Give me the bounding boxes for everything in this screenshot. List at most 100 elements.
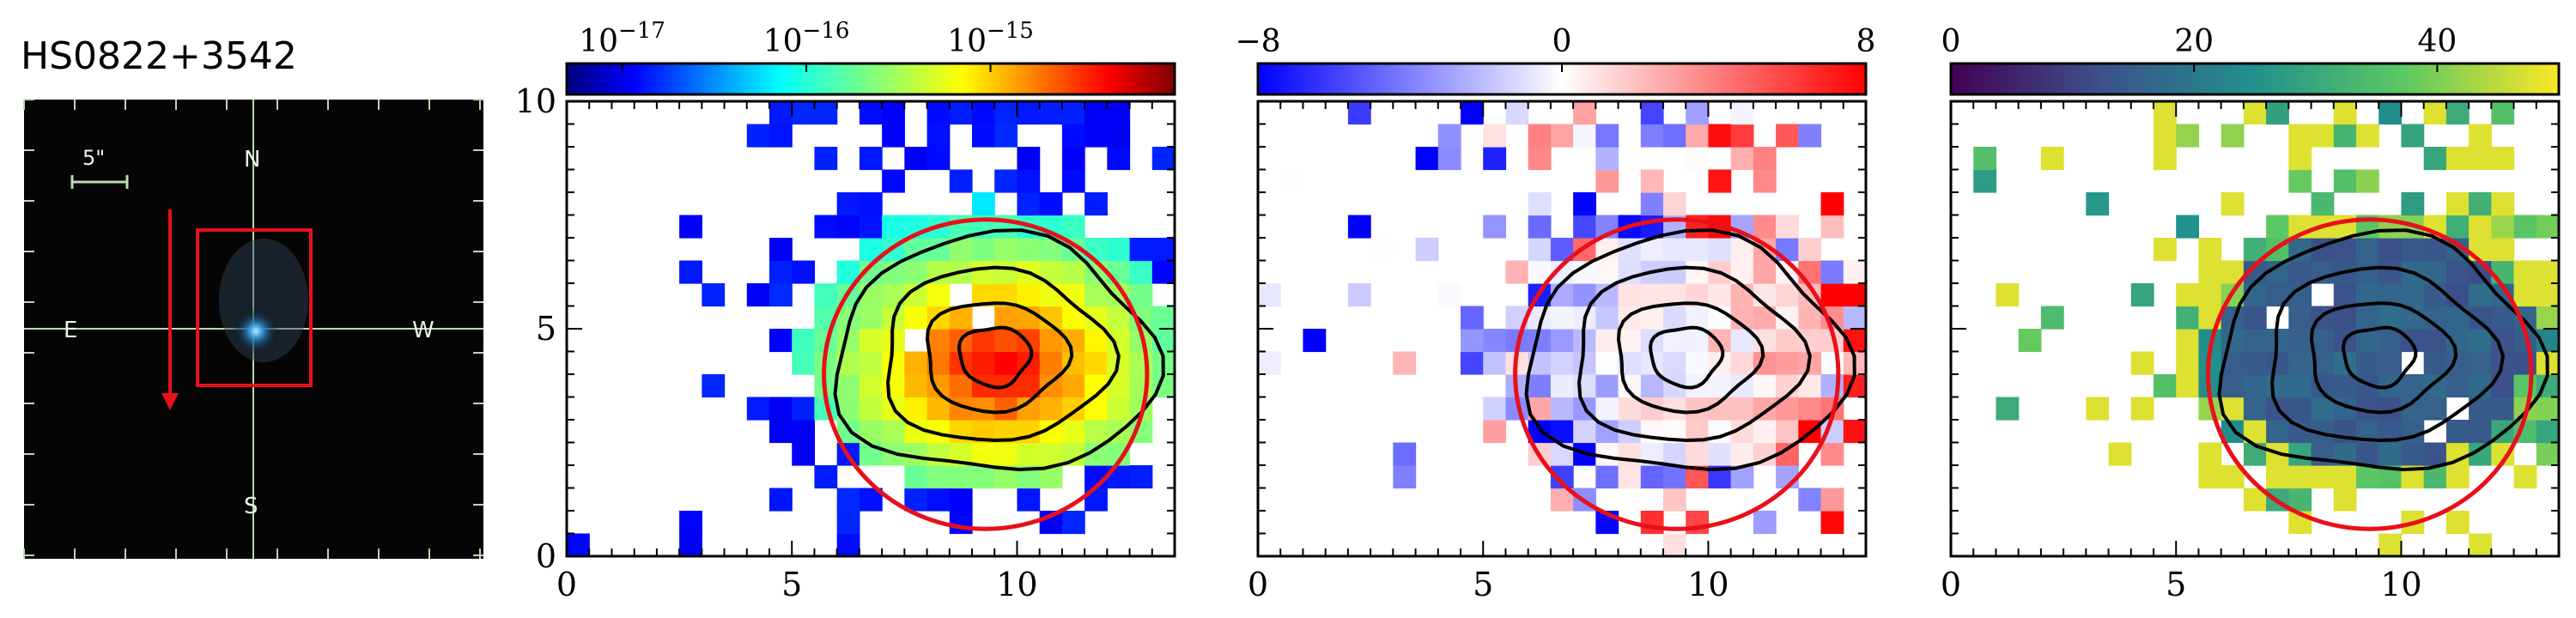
spaxel bbox=[1370, 238, 1394, 262]
x-tick-label: 0 bbox=[1941, 566, 1961, 603]
spaxel bbox=[1820, 215, 1844, 239]
spaxel bbox=[1550, 124, 1574, 148]
spaxel bbox=[2266, 374, 2289, 398]
spaxel bbox=[2401, 329, 2425, 353]
object-name-label: HS0822+3542 bbox=[21, 34, 297, 78]
spaxel bbox=[1129, 260, 1153, 284]
spaxel bbox=[746, 397, 770, 421]
spaxel bbox=[1129, 465, 1153, 489]
spaxel bbox=[1595, 124, 1619, 148]
spaxel bbox=[2154, 374, 2177, 398]
spaxel bbox=[904, 260, 928, 284]
spaxel bbox=[769, 397, 793, 421]
spaxel bbox=[1753, 147, 1777, 171]
spaxel bbox=[1686, 351, 1710, 375]
flux-contours bbox=[833, 228, 1165, 472]
spaxel bbox=[1595, 442, 1619, 466]
spaxel bbox=[2356, 238, 2379, 262]
spaxel bbox=[2198, 465, 2222, 489]
spaxel bbox=[2154, 124, 2177, 148]
spaxel bbox=[1550, 351, 1574, 375]
spaxel bbox=[2288, 442, 2312, 466]
spaxel bbox=[1686, 442, 1710, 466]
spaxel bbox=[2356, 465, 2379, 489]
spaxel bbox=[972, 260, 995, 284]
spaxel bbox=[927, 465, 951, 489]
spaxel bbox=[1280, 169, 1304, 193]
spaxel bbox=[1528, 238, 1552, 262]
spaxel bbox=[769, 260, 793, 284]
spaxel bbox=[1483, 215, 1507, 239]
spaxel bbox=[1107, 101, 1131, 125]
spaxel bbox=[1461, 351, 1484, 375]
spaxel bbox=[1686, 101, 1710, 125]
spaxel bbox=[2198, 260, 2222, 284]
spaxel bbox=[769, 124, 793, 148]
spaxel bbox=[1663, 488, 1686, 512]
spaxel bbox=[1151, 147, 1176, 171]
contour-level bbox=[1577, 265, 1812, 442]
spaxel bbox=[746, 124, 770, 148]
contour-level bbox=[1616, 301, 1765, 415]
spaxel bbox=[1550, 374, 1574, 398]
spaxel bbox=[1730, 124, 1754, 148]
spaxel bbox=[2198, 283, 2222, 307]
spaxel bbox=[1061, 169, 1085, 193]
spaxel bbox=[1017, 169, 1041, 193]
spaxel bbox=[836, 533, 860, 557]
spaxel bbox=[2491, 101, 2515, 125]
spaxel bbox=[2379, 101, 2403, 125]
spaxel bbox=[814, 465, 838, 489]
spaxel bbox=[769, 283, 793, 307]
panel-flux: 10−17 10−16 10−15 0 5 10 0 5 10 bbox=[515, 18, 1176, 603]
spaxel bbox=[1528, 215, 1552, 239]
spaxel bbox=[2176, 374, 2200, 398]
spaxel bbox=[2379, 260, 2403, 284]
spaxel bbox=[2536, 442, 2560, 466]
colorbar-gradient bbox=[565, 62, 1176, 96]
spaxel bbox=[1528, 374, 1552, 398]
spaxel bbox=[769, 238, 793, 262]
spaxel bbox=[1798, 260, 1822, 284]
spaxel bbox=[836, 192, 860, 216]
spaxel bbox=[2379, 533, 2403, 557]
spaxel bbox=[1151, 260, 1176, 284]
spaxel bbox=[2266, 420, 2289, 444]
spaxel bbox=[2288, 329, 2312, 353]
spaxel bbox=[972, 101, 995, 125]
spaxel bbox=[2333, 374, 2357, 398]
spaxel bbox=[1573, 192, 1596, 216]
aperture-ellipse bbox=[822, 217, 1150, 531]
spaxel bbox=[1708, 329, 1732, 353]
spaxel bbox=[2176, 351, 2200, 375]
spaxel bbox=[2423, 442, 2447, 466]
spaxel bbox=[1753, 215, 1777, 239]
spaxel bbox=[1017, 283, 1041, 307]
spaxel bbox=[2333, 169, 2357, 193]
spaxel bbox=[1820, 192, 1844, 216]
spaxel bbox=[2445, 420, 2470, 444]
colorbar-tick-label: 10−16 bbox=[763, 18, 850, 59]
axes-residual: 0 5 10 bbox=[1248, 100, 1868, 603]
spaxel bbox=[2154, 238, 2177, 262]
contour-level bbox=[833, 228, 1165, 472]
spaxel bbox=[2423, 351, 2447, 375]
galaxy-core bbox=[232, 307, 280, 355]
spaxel bbox=[2513, 465, 2537, 489]
spaxel bbox=[1461, 329, 1484, 353]
spaxel bbox=[1061, 511, 1085, 535]
spaxel bbox=[859, 147, 883, 171]
spaxel bbox=[1663, 192, 1686, 216]
spaxel bbox=[1973, 147, 1997, 171]
spaxel bbox=[769, 488, 793, 512]
spaxel bbox=[1843, 283, 1867, 307]
spaxel bbox=[1505, 101, 1529, 125]
colorbar-residual: −8 0 8 bbox=[1235, 24, 1875, 96]
panel-residual: −8 0 8 0 5 10 bbox=[1235, 24, 1875, 603]
spaxel bbox=[2491, 260, 2515, 284]
spaxel bbox=[2379, 306, 2403, 330]
spaxel bbox=[1708, 124, 1732, 148]
spaxel bbox=[2491, 329, 2515, 353]
spaxel bbox=[927, 283, 951, 307]
spaxel bbox=[1708, 442, 1732, 466]
